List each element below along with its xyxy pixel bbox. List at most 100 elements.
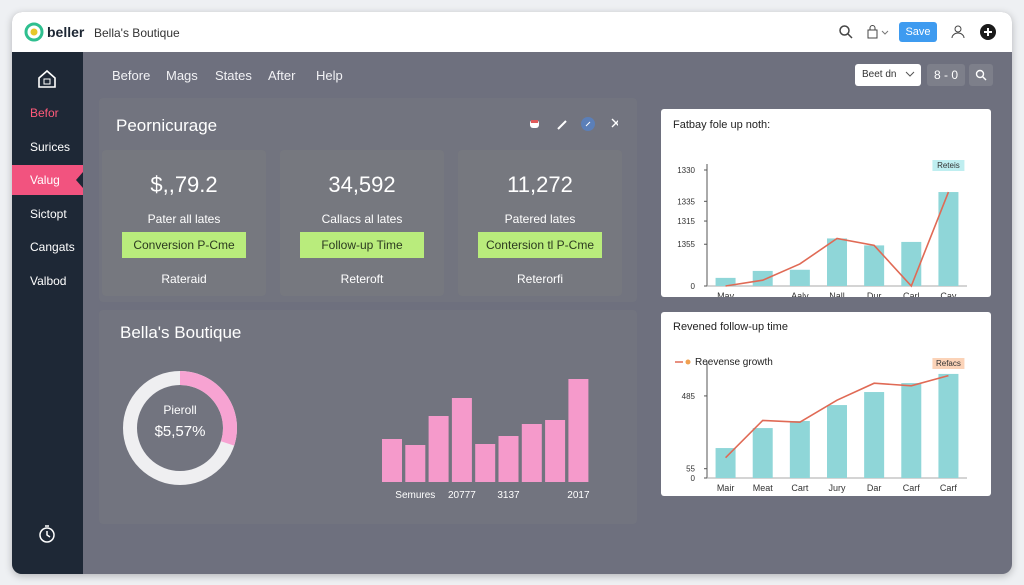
x-tick-label: Nall <box>829 291 845 297</box>
bar <box>451 398 472 482</box>
sidebar-item[interactable]: Valbod <box>30 273 67 288</box>
pager[interactable]: 8 - 0 <box>927 64 965 86</box>
x-tick-label: Mair <box>717 483 735 493</box>
bar <box>475 444 496 482</box>
bar <box>715 277 736 286</box>
donut-segment <box>179 371 237 446</box>
x-tick-label: 3137 <box>497 490 520 501</box>
bar <box>827 405 847 478</box>
annotation: Refacs <box>936 359 961 368</box>
kpi-foot: Reterorfi <box>516 272 563 286</box>
lock-icon[interactable] <box>866 24 892 40</box>
donut-value: $5,57% <box>155 423 206 440</box>
x-tick-label: Semures <box>395 490 435 501</box>
kpi-badge: Conversion P-Cme <box>122 232 246 258</box>
kpi-badge: Follow-up Time <box>300 232 424 258</box>
bar <box>938 192 959 286</box>
line <box>725 191 950 288</box>
bar <box>789 420 810 478</box>
kpi-value: $,,79.2 <box>150 172 218 197</box>
sidebar-item[interactable]: Surices <box>30 139 71 154</box>
y-tick-label: 1330 <box>677 166 695 175</box>
sidebar-item-active[interactable]: Valug <box>12 165 83 195</box>
shop-name: Bella's Boutique <box>94 26 180 40</box>
bar <box>864 392 885 478</box>
select-box[interactable]: Beet dn <box>855 64 921 86</box>
kpi-title: Peornicurage <box>116 116 218 135</box>
x-tick-label: Meat <box>753 483 774 493</box>
bar <box>827 238 847 286</box>
search-glyph <box>975 69 987 81</box>
kpi-foot: Rateraid <box>161 272 207 286</box>
bar <box>901 383 922 478</box>
bar <box>752 428 773 478</box>
donut-panel-title: Bella's Boutique <box>120 323 242 342</box>
kpi-label: Pater all lates <box>147 212 221 226</box>
nav-item[interactable]: Help <box>316 68 343 83</box>
window: beller Bella's Boutique Save Befor Surice… <box>12 12 1012 574</box>
x-tick-label: Carf <box>903 483 921 493</box>
kpi-card: 11,272 Patered lates Contersion tl P-Cme Re… <box>458 150 622 296</box>
bar <box>789 269 810 286</box>
add-icon[interactable] <box>979 23 997 41</box>
chart2-title: Revened follow-up time <box>673 321 788 333</box>
tool-icons[interactable] <box>528 116 618 132</box>
annotation: Reteis <box>937 161 960 170</box>
donut-panel <box>99 310 637 524</box>
x-tick-label: 2017 <box>567 490 590 501</box>
save-button[interactable]: Save <box>899 22 937 42</box>
sidebar-item[interactable]: Befor <box>30 106 59 120</box>
bar <box>498 436 519 482</box>
x-tick-label: 20777 <box>448 490 476 501</box>
bar <box>568 379 589 482</box>
bar <box>545 420 566 482</box>
y-tick-label: 55 <box>686 465 695 474</box>
timer-icon[interactable] <box>38 524 56 544</box>
user-icon[interactable] <box>950 24 966 40</box>
panel-tools <box>528 116 618 132</box>
bar <box>428 416 449 482</box>
line <box>725 374 949 459</box>
y-tick-label: 485 <box>682 392 696 401</box>
annotation-bg <box>932 160 965 171</box>
x-tick-label: Aaly <box>791 291 809 297</box>
y-tick-label: 1315 <box>677 217 695 226</box>
search-button[interactable] <box>969 64 993 86</box>
sidebar-item[interactable]: Cangats <box>30 240 75 254</box>
x-tick-label: Mav <box>717 291 735 297</box>
bar <box>405 445 426 482</box>
x-tick-label: Jury <box>828 483 846 493</box>
nav-item[interactable]: After <box>268 68 296 83</box>
select-text: Beet dn <box>862 69 897 80</box>
chart1-title: Fatbay fole up noth: <box>673 119 771 131</box>
kpi-badge: Contersion tl P-Cme <box>478 232 602 258</box>
kpi-card: 34,592 Callacs al lates Follow-up Time Rete… <box>280 150 444 296</box>
kpi-value: 34,592 <box>328 172 396 197</box>
y-tick-label: 0 <box>691 282 696 291</box>
chart1: 0 1355 1315 1335 1330 Mav Aaly Nall Dur Carl Cay Re… <box>677 160 967 297</box>
nav-item[interactable]: States <box>215 68 252 83</box>
x-tick-label: Cay <box>940 291 957 297</box>
chevron <box>905 71 915 77</box>
x-tick-label: Dur <box>867 291 882 297</box>
home-icon[interactable] <box>36 68 58 90</box>
kpi-label: Callacs al lates <box>321 212 403 226</box>
bar <box>938 373 959 478</box>
header: beller Bella's Boutique Save <box>12 12 1012 52</box>
kpi-card: $,,79.2 Pater all lates Conversion P-Cme Ra… <box>102 150 266 296</box>
x-tick-label: Carl <box>903 291 920 297</box>
x-tick-label: Cart <box>791 483 809 493</box>
bar <box>382 439 402 482</box>
bar <box>752 270 773 286</box>
y-tick-label: 0 <box>691 474 696 483</box>
nav-item[interactable]: Before <box>112 68 151 83</box>
search-icon[interactable] <box>838 24 854 40</box>
chart2: 055 485 Mair Meat Cart Jury Dar Carf Carf Refacs R… <box>675 357 967 493</box>
bar <box>715 448 736 478</box>
x-tick-label: Carf <box>940 483 958 493</box>
chart1-card <box>661 109 991 297</box>
donut-label: Pieroll <box>163 403 196 417</box>
nav-item[interactable]: Mags <box>166 68 198 83</box>
sidebar-item[interactable]: Sictopt <box>30 206 67 221</box>
